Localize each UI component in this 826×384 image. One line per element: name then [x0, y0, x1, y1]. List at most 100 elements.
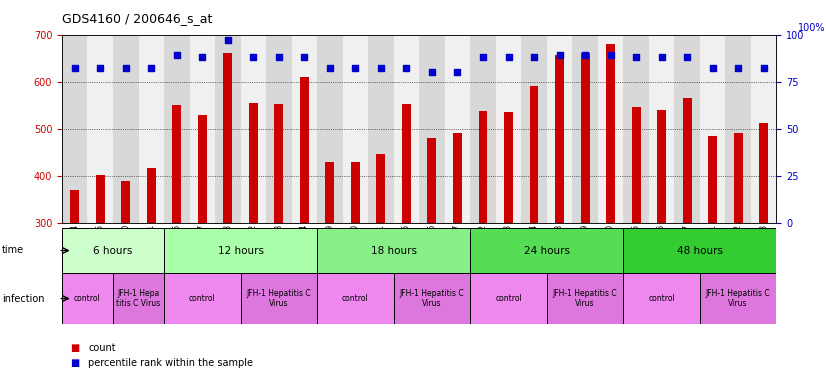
Bar	[581, 53, 590, 223]
Text: JFH-1 Hepatitis C
Virus: JFH-1 Hepatitis C Virus	[246, 289, 311, 308]
Bar	[62, 228, 164, 273]
Bar	[164, 35, 189, 223]
Bar	[682, 98, 691, 223]
Bar	[317, 35, 343, 223]
Bar	[733, 133, 743, 223]
Bar	[343, 35, 368, 223]
Text: control: control	[74, 294, 101, 303]
Point	[119, 65, 132, 71]
Bar	[164, 273, 240, 324]
Bar	[606, 44, 615, 223]
Bar	[62, 35, 88, 223]
Bar	[674, 35, 700, 223]
Point	[578, 52, 591, 58]
Bar	[555, 55, 564, 223]
Bar	[572, 35, 598, 223]
Text: control: control	[189, 294, 216, 303]
Point	[528, 54, 541, 60]
Bar	[274, 104, 283, 223]
Bar	[470, 273, 547, 324]
Text: infection: infection	[2, 294, 44, 304]
Point	[400, 65, 413, 71]
Bar	[88, 35, 113, 223]
Point	[349, 65, 362, 71]
Bar	[377, 154, 386, 223]
Bar	[139, 35, 164, 223]
Bar	[223, 53, 232, 223]
Bar	[657, 110, 666, 223]
Bar	[751, 35, 776, 223]
Bar	[419, 35, 444, 223]
Point	[477, 54, 490, 60]
Bar	[240, 273, 317, 324]
Bar	[598, 35, 624, 223]
Point	[757, 65, 771, 71]
Bar	[700, 35, 725, 223]
Text: JFH-1 Hepatitis C
Virus: JFH-1 Hepatitis C Virus	[553, 289, 617, 308]
Text: 12 hours: 12 hours	[217, 245, 263, 256]
Bar	[317, 273, 394, 324]
Text: control: control	[648, 294, 675, 303]
Bar	[198, 114, 206, 223]
Text: 24 hours: 24 hours	[524, 245, 570, 256]
Bar	[453, 133, 462, 223]
Bar	[394, 35, 419, 223]
Bar	[470, 228, 624, 273]
Bar	[632, 107, 640, 223]
Point	[323, 65, 336, 71]
Point	[425, 69, 439, 75]
Bar	[147, 168, 156, 223]
Bar	[504, 112, 513, 223]
Point	[68, 65, 81, 71]
Bar	[113, 35, 139, 223]
Bar	[700, 273, 776, 324]
Bar	[292, 35, 317, 223]
Text: control: control	[342, 294, 368, 303]
Bar	[624, 228, 776, 273]
Bar	[240, 35, 266, 223]
Bar	[470, 35, 496, 223]
Point	[221, 37, 235, 43]
Point	[374, 65, 387, 71]
Bar	[121, 181, 131, 223]
Point	[170, 52, 183, 58]
Point	[196, 54, 209, 60]
Point	[297, 54, 311, 60]
Bar	[428, 138, 436, 223]
Bar	[444, 35, 470, 223]
Bar	[62, 273, 113, 324]
Bar	[624, 35, 649, 223]
Point	[553, 52, 566, 58]
Point	[502, 54, 515, 60]
Point	[604, 52, 617, 58]
Bar	[496, 35, 521, 223]
Bar	[96, 175, 105, 223]
Bar	[164, 228, 317, 273]
Bar	[521, 35, 547, 223]
Bar	[624, 273, 700, 324]
Bar	[725, 35, 751, 223]
Point	[273, 54, 286, 60]
Point	[629, 54, 643, 60]
Bar	[300, 77, 309, 223]
Point	[732, 65, 745, 71]
Bar	[70, 190, 79, 223]
Text: JFH-1 Hepa
titis C Virus: JFH-1 Hepa titis C Virus	[116, 289, 160, 308]
Point	[93, 65, 107, 71]
Bar	[547, 35, 572, 223]
Bar	[113, 273, 164, 324]
Text: count: count	[88, 343, 116, 353]
Text: 18 hours: 18 hours	[371, 245, 416, 256]
Bar	[759, 122, 768, 223]
Bar	[173, 105, 181, 223]
Bar	[189, 35, 215, 223]
Text: 6 hours: 6 hours	[93, 245, 133, 256]
Bar	[478, 111, 487, 223]
Bar	[394, 273, 470, 324]
Bar	[708, 136, 717, 223]
Point	[451, 69, 464, 75]
Bar	[325, 162, 335, 223]
Text: time: time	[2, 245, 24, 255]
Point	[681, 54, 694, 60]
Bar	[351, 162, 360, 223]
